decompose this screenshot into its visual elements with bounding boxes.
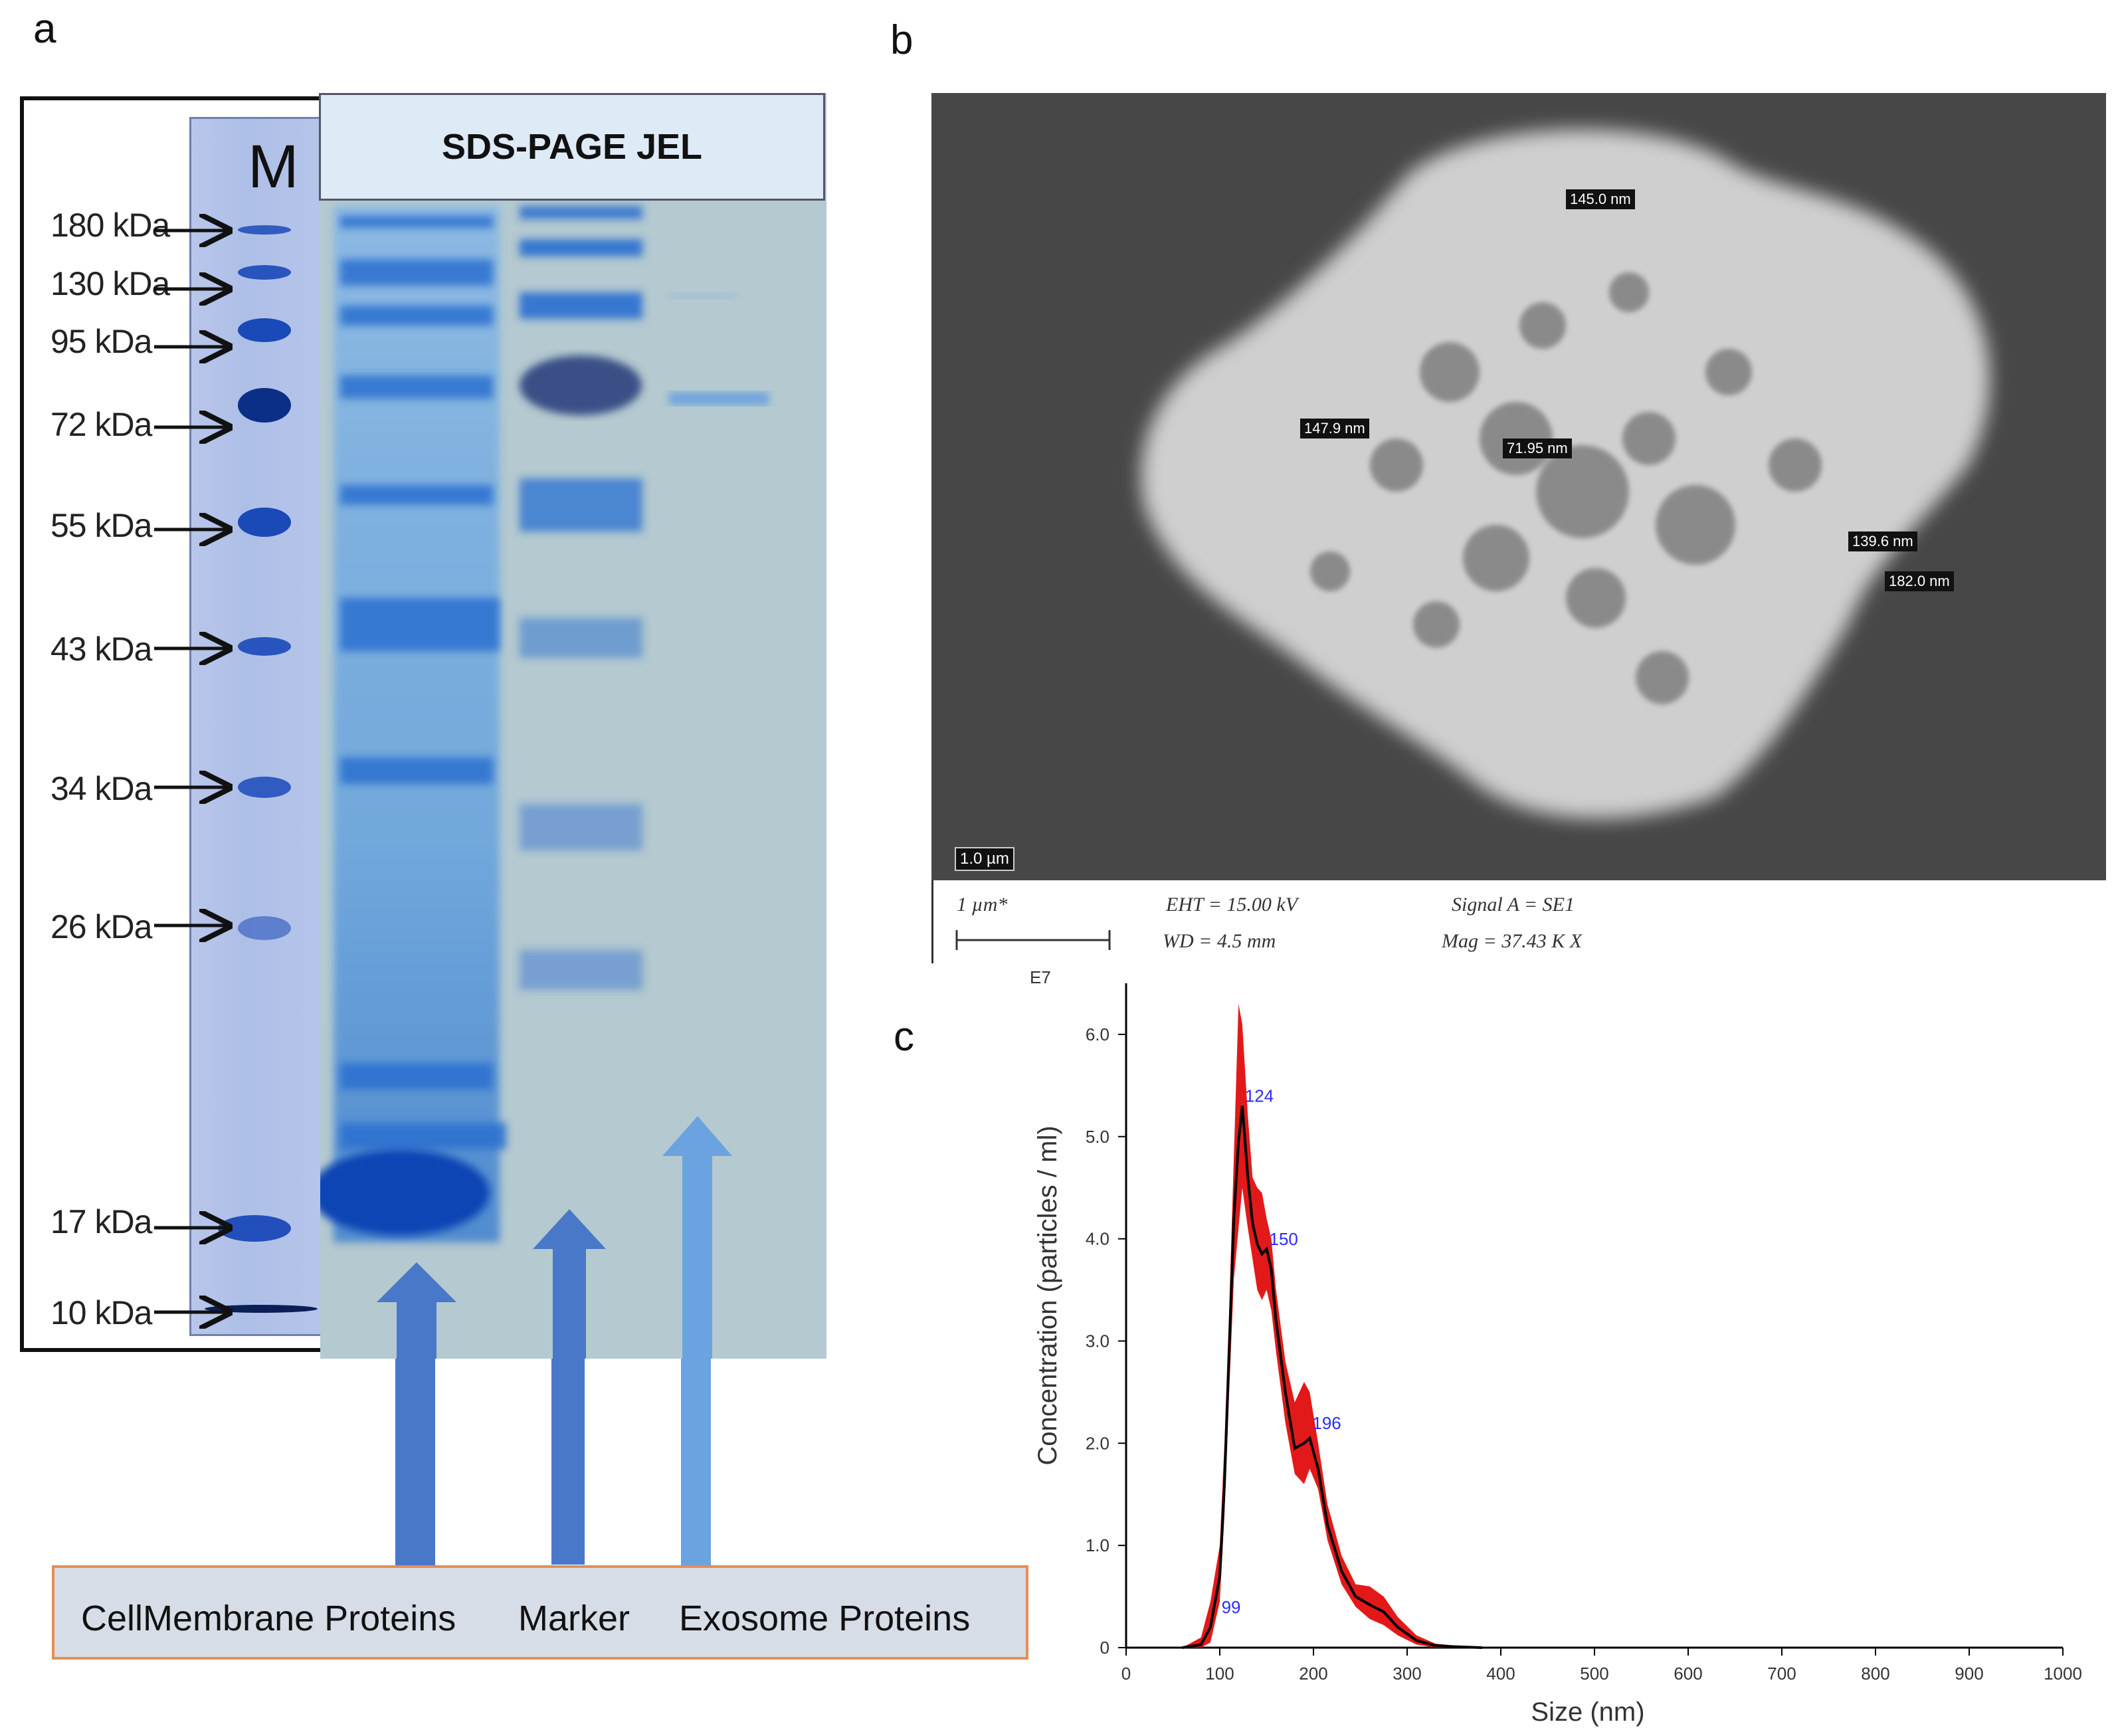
y-axis-title: Concentration (particles / ml) bbox=[1033, 1125, 1062, 1465]
x-tick-label: 1000 bbox=[2044, 1664, 2082, 1684]
scale-bar-label: 1.0 µm bbox=[955, 847, 1014, 871]
sem-signal: Signal A = SE1 bbox=[1452, 894, 1575, 916]
lane-label-marker: Marker bbox=[518, 1598, 630, 1638]
marker-band-180 bbox=[238, 225, 291, 235]
nta-size-distribution-chart: E7 0 100 200 300 400 500 600 700 800 900 1000 0 1.0 2… bbox=[1030, 967, 2082, 1727]
kda-label-34: 34 kDa bbox=[50, 770, 152, 807]
x-tick-label: 400 bbox=[1486, 1664, 1515, 1684]
sem-mag: Mag = 37.43 K X bbox=[1442, 930, 1583, 952]
measurement-label: 139.6 nm bbox=[1848, 531, 1917, 551]
x-tick-label: 200 bbox=[1299, 1664, 1327, 1684]
sem-micrograph: 145.0 nm 147.9 nm 71.95 nm 139.6 nm 182.… bbox=[931, 93, 2106, 880]
sem-scale-text: 1 µm* bbox=[957, 894, 1008, 916]
y-tick-label: 4.0 bbox=[1086, 1229, 1109, 1249]
kda-label-10: 10 kDa bbox=[50, 1294, 152, 1331]
sem-wd: WD = 4.5 mm bbox=[1163, 930, 1276, 952]
kda-label-17: 17 kDa bbox=[50, 1203, 152, 1240]
x-tick-label: 0 bbox=[1121, 1664, 1131, 1684]
marker-band-130 bbox=[238, 265, 291, 280]
y-tick-label: 5.0 bbox=[1086, 1127, 1109, 1147]
marker-band-34 bbox=[238, 777, 291, 798]
measurement-label: 71.95 nm bbox=[1503, 438, 1572, 458]
x-tick-label: 800 bbox=[1861, 1664, 1889, 1684]
marker-band-95 bbox=[238, 318, 291, 342]
measurement-label: 182.0 nm bbox=[1885, 571, 1954, 591]
panel-label-a: a bbox=[33, 6, 56, 52]
panel-label-c: c bbox=[894, 1014, 914, 1060]
x-tick-label: 300 bbox=[1393, 1664, 1421, 1684]
x-axis-title: Size (nm) bbox=[1531, 1697, 1644, 1727]
kda-label-95: 95 kDa bbox=[50, 323, 152, 360]
sds-page-gel-image bbox=[320, 93, 826, 1359]
panel-label-b: b bbox=[890, 17, 914, 63]
marker-lane-strip: M bbox=[189, 117, 322, 1336]
peak-label: 150 bbox=[1270, 1229, 1298, 1249]
kda-label-43: 43 kDa bbox=[50, 630, 152, 668]
series-line bbox=[1182, 1106, 1482, 1649]
kda-arrows bbox=[154, 0, 279, 1362]
lane-label-cell-membrane: CellMembrane Proteins bbox=[81, 1598, 456, 1638]
marker-band-26 bbox=[238, 916, 291, 940]
marker-lane-label: M bbox=[248, 133, 299, 201]
measurement-label: 147.9 nm bbox=[1300, 419, 1369, 438]
kda-label-55: 55 kDa bbox=[50, 507, 152, 544]
x-tick-label: 100 bbox=[1205, 1664, 1234, 1684]
peak-label: 99 bbox=[1222, 1597, 1241, 1617]
gel-title: SDS-PAGE JEL bbox=[319, 93, 825, 201]
peak-label: 196 bbox=[1312, 1413, 1341, 1433]
y-tick-label: 2.0 bbox=[1086, 1433, 1109, 1453]
x-tick-label: 900 bbox=[1955, 1664, 1983, 1684]
sem-eht: EHT = 15.00 kV bbox=[1166, 894, 1298, 916]
marker-band-55 bbox=[238, 508, 291, 537]
kda-label-26: 26 kDa bbox=[50, 908, 152, 945]
measurement-label: 145.0 nm bbox=[1566, 189, 1635, 209]
y-tick-label: 0 bbox=[1100, 1638, 1109, 1658]
marker-band-43 bbox=[238, 637, 291, 656]
marker-band-10 bbox=[205, 1305, 318, 1313]
marker-band-72 bbox=[238, 388, 291, 423]
sem-info-bar: 1 µm* EHT = 15.00 kV WD = 4.5 mm Signal … bbox=[931, 880, 2108, 963]
kda-label-72: 72 kDa bbox=[50, 406, 152, 443]
sem-scale-bar bbox=[955, 930, 1111, 950]
y-tick-label: 1.0 bbox=[1086, 1535, 1109, 1555]
x-tick-label: 500 bbox=[1580, 1664, 1608, 1684]
lane-label-exosome: Exosome Proteins bbox=[679, 1598, 971, 1638]
gel-lanes-drawing bbox=[320, 93, 826, 1359]
error-band-area bbox=[1182, 1003, 1482, 1648]
x-tick-label: 700 bbox=[1767, 1664, 1796, 1684]
lane-label-box bbox=[52, 1565, 1028, 1660]
lane-arrows bbox=[377, 1116, 732, 1359]
peak-label: 124 bbox=[1245, 1086, 1274, 1106]
y-multiplier-label: E7 bbox=[1030, 967, 1051, 987]
sem-particle-cluster bbox=[931, 93, 2106, 880]
y-tick-label: 6.0 bbox=[1086, 1024, 1109, 1044]
x-tick-label: 600 bbox=[1674, 1664, 1702, 1684]
kda-label-130: 130 kDa bbox=[50, 265, 170, 302]
y-tick-label: 3.0 bbox=[1086, 1331, 1109, 1351]
lane-arrow-shafts bbox=[395, 1359, 711, 1571]
kda-label-180: 180 kDa bbox=[50, 207, 170, 244]
